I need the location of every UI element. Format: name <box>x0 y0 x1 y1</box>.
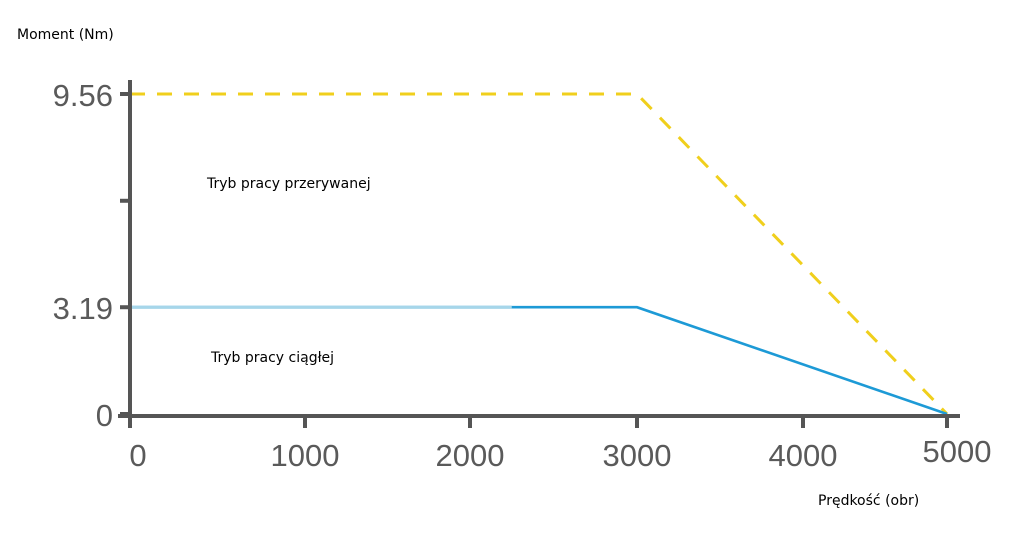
x-axis-title: Prędkość (obr) <box>818 493 919 509</box>
x-tick-label: 1000 <box>271 438 340 473</box>
x-tick-label: 2000 <box>436 438 505 473</box>
annotation-intermittent: Tryb pracy przerywanej <box>206 176 371 192</box>
x-tick-label: 5000 <box>923 434 992 469</box>
y-tick-label: 3.19 <box>53 291 113 326</box>
x-tick-label: 0 <box>129 438 146 473</box>
y-tick-label: 0 <box>96 398 113 433</box>
y-axis-title: Moment (Nm) <box>17 27 114 43</box>
series-intermittent-line <box>130 92 949 416</box>
y-tick-label: 9.56 <box>53 78 113 113</box>
x-tick-label: 4000 <box>769 438 838 473</box>
x-tick-label: 3000 <box>603 438 672 473</box>
annotation-continuous: Tryb pracy ciągłej <box>210 350 334 366</box>
